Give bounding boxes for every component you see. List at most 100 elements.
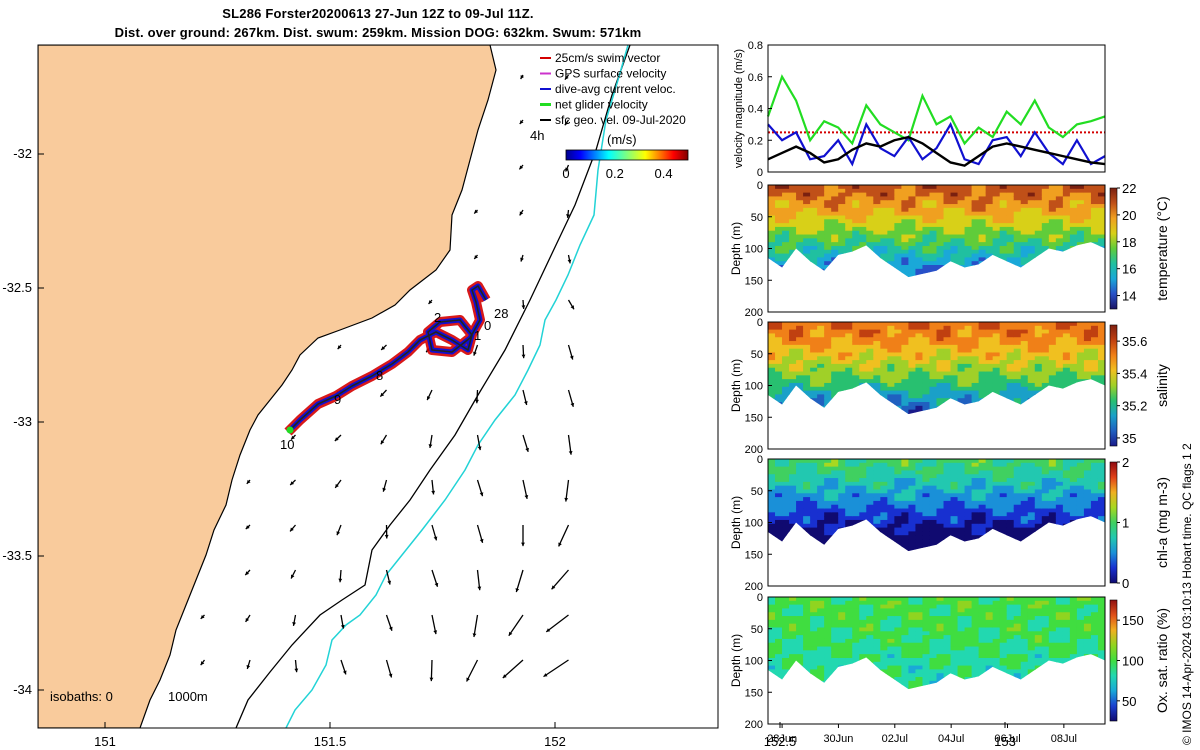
section-cell (796, 527, 804, 532)
section-cell (782, 371, 790, 376)
section-cell (964, 223, 973, 228)
section-cell (845, 375, 853, 380)
section-cell (824, 462, 832, 468)
section-cell (901, 542, 910, 548)
section-cell (887, 386, 895, 392)
section-cell (789, 623, 797, 629)
section-cell (894, 268, 902, 274)
section-cell (831, 234, 839, 239)
section-field (768, 597, 1105, 690)
section-cell (810, 382, 818, 388)
section-cell (1097, 185, 1105, 190)
section-cell (943, 261, 952, 266)
section-cell (1069, 367, 1078, 373)
section-cell (1069, 508, 1078, 513)
section-cbar-tick-label: 22 (1122, 181, 1136, 196)
section-cell (1076, 405, 1085, 411)
section-cell (999, 474, 1008, 479)
section-cell (789, 616, 797, 621)
geo-velocity-arrow (543, 659, 569, 678)
section-cell (957, 597, 966, 602)
section-cell (845, 478, 853, 483)
section-cell (908, 470, 917, 475)
section-y-tick-label: 50 (751, 349, 763, 361)
section-cell (1090, 638, 1099, 644)
section-cell (796, 196, 804, 201)
section-cell (978, 516, 987, 521)
section-cell (922, 333, 931, 338)
section-cell (810, 196, 818, 201)
section-cell (775, 519, 783, 525)
section-cell (943, 272, 952, 278)
section-cell (985, 360, 994, 365)
section-cell (985, 642, 994, 648)
section-cell (768, 348, 776, 354)
section-cell (901, 363, 910, 369)
section-cell (1027, 680, 1036, 686)
section-cell (768, 356, 776, 361)
section-cell (1034, 527, 1043, 532)
section-cell (894, 665, 902, 670)
section-cell (845, 597, 853, 602)
section-cell (999, 481, 1008, 487)
section-cell (978, 196, 987, 201)
section-cell (1055, 219, 1064, 224)
section-cell (978, 684, 987, 690)
section-cell (943, 493, 952, 498)
section-cell (873, 344, 881, 350)
section-cell (859, 371, 867, 376)
section-cell (796, 200, 804, 205)
section-cell (999, 245, 1008, 251)
section-cell (915, 519, 924, 525)
section-cell (964, 459, 973, 464)
section-cell (803, 462, 811, 468)
section-cell (810, 337, 818, 342)
section-cell (796, 466, 804, 472)
section-cbar-tick-label: 35.2 (1122, 399, 1147, 414)
section-cell (887, 245, 895, 251)
section-cell (1076, 623, 1085, 629)
section-cell (824, 504, 832, 510)
section-cell (1020, 379, 1029, 384)
section-cell (971, 485, 980, 491)
section-cell (845, 200, 853, 205)
section-cell (838, 382, 846, 388)
section-cell (859, 325, 867, 331)
section-cell (831, 261, 839, 266)
section-cell (789, 466, 797, 472)
section-cell (936, 223, 945, 228)
section-cell (768, 497, 776, 502)
section-cell (817, 211, 825, 217)
section-cell (950, 363, 959, 369)
section-cell (999, 619, 1008, 625)
section-cell (859, 409, 867, 415)
section-cell (1041, 631, 1050, 636)
section-cell (824, 512, 832, 517)
section-cell (1062, 253, 1071, 258)
section-cell (1048, 489, 1057, 494)
section-cell (992, 402, 1001, 407)
section-cell (824, 249, 832, 255)
section-cell (943, 257, 952, 262)
section-cell (880, 386, 888, 392)
section-cell (1055, 489, 1064, 494)
section-cell (978, 527, 987, 532)
section-cell (1027, 684, 1036, 690)
section-cell (1027, 394, 1036, 399)
section-cell (789, 238, 797, 243)
section-cell (824, 516, 832, 521)
section-cell (978, 272, 987, 278)
section-cell (1097, 531, 1105, 536)
section-cell (950, 253, 959, 258)
section-cell (1076, 261, 1085, 266)
section-cell (810, 211, 818, 217)
section-cell (1062, 211, 1071, 217)
section-cell (1041, 341, 1050, 346)
section-cell (1034, 322, 1043, 327)
section-cell (873, 386, 881, 392)
section-cell (1097, 337, 1105, 342)
section-cell (1034, 600, 1043, 606)
section-cell (1062, 185, 1071, 190)
section-cell (803, 257, 811, 262)
section-cell (908, 211, 917, 217)
